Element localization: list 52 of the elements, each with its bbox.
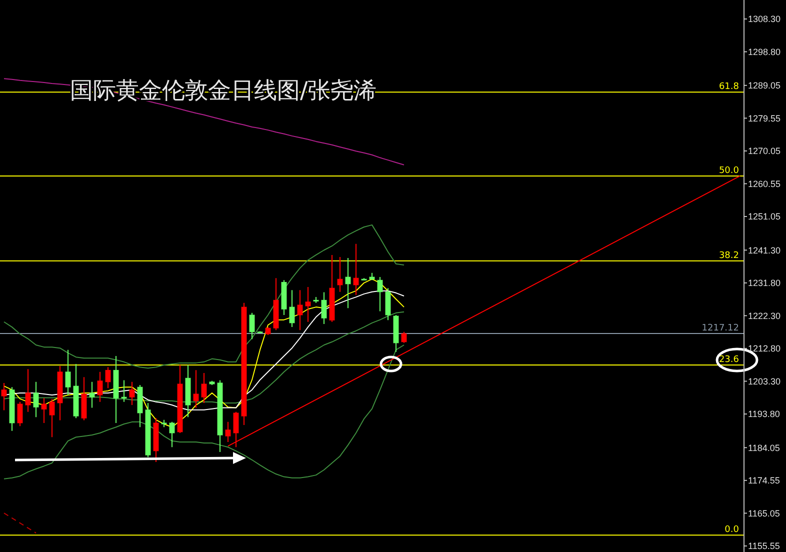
line-series (4, 344, 404, 480)
annotation: 23.6 (718, 355, 740, 366)
y-tick-label: 1174.55 (748, 476, 780, 486)
y-tick-label: 1155.55 (748, 541, 780, 552)
y-tick-label: 1212.80 (748, 344, 781, 354)
y-tick-label: 1165.05 (748, 508, 780, 518)
ref-line-label: 1217.12 (702, 324, 739, 334)
candlestick (105, 366, 111, 389)
candlestick (201, 372, 207, 404)
annotation: 61.8 (718, 82, 740, 92)
y-tick-label: 1222.30 (748, 310, 781, 321)
y-tick-label: 1251.05 (748, 212, 781, 222)
candlestick (129, 381, 135, 406)
candlestick (345, 258, 351, 309)
annotation: 50.0 (718, 166, 740, 176)
candlestick (297, 290, 303, 331)
y-tick-label: 1231.80 (748, 278, 781, 288)
y-tick-label: 1241.30 (748, 245, 781, 256)
y-tick-label: 1298.80 (748, 46, 781, 57)
y-tick-label: 1184.05 (748, 442, 780, 453)
candlestick (193, 370, 199, 408)
candlestick (249, 312, 255, 340)
candlestick (169, 421, 175, 448)
y-tick-label: 1193.80 (748, 409, 780, 420)
candlestick (17, 401, 23, 427)
candlestick (1, 382, 7, 411)
candlestick (121, 380, 127, 402)
candlestick (89, 381, 95, 408)
candlestick (321, 292, 327, 324)
candlestick (225, 421, 231, 442)
candlestick (385, 288, 391, 321)
y-tick-label: 1279.55 (748, 113, 781, 124)
candlestick (289, 290, 295, 328)
candlestick (337, 256, 343, 292)
y-tick-label: 1308.30 (748, 14, 781, 24)
y-tick-label: 1203.30 (748, 376, 781, 386)
candlestick (353, 243, 359, 296)
candlestick (49, 398, 55, 438)
y-tick-label: 1260.55 (748, 178, 781, 189)
candlestick (377, 276, 383, 312)
candlestick (33, 381, 39, 418)
annotation: 0.0 (724, 525, 740, 536)
line-series (4, 224, 404, 369)
candlestick (25, 368, 31, 412)
candlestick (305, 286, 311, 322)
candlestick (97, 371, 103, 402)
y-tick-label: 1289.05 (748, 80, 781, 91)
candlestick (65, 349, 71, 396)
y-tick-label: 1270.05 (748, 146, 781, 156)
annotation: 38.2 (718, 250, 739, 261)
candlestick (401, 331, 407, 344)
candlestick (41, 398, 47, 424)
